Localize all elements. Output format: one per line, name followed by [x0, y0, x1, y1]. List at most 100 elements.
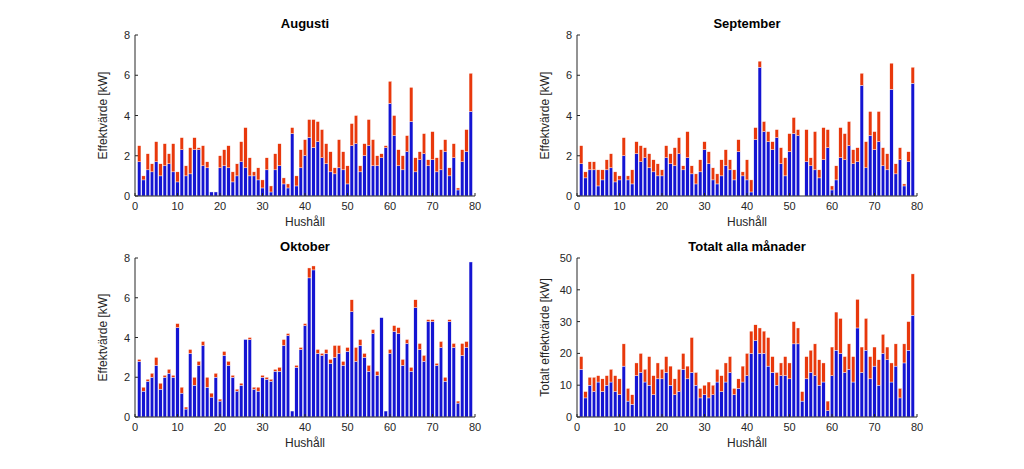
bar-segment: [150, 172, 153, 196]
bar-segment: [665, 372, 668, 417]
y-tick: [577, 35, 580, 36]
bar-segment: [890, 89, 893, 196]
x-tick-label: 50: [783, 200, 795, 212]
bar-segment: [410, 367, 413, 371]
bar-segment: [758, 67, 761, 196]
bar-segment: [388, 103, 391, 196]
bar-segment: [907, 162, 910, 196]
bar-segment: [295, 176, 298, 186]
bar-segment: [252, 172, 255, 176]
bar-segment: [142, 387, 145, 391]
bar-segment: [354, 116, 357, 144]
bar-segment: [750, 180, 753, 192]
bar-segment: [167, 369, 170, 373]
bar-segment: [690, 338, 693, 373]
subplot: 0102030405060708001020304050Totalt alla …: [538, 239, 923, 450]
y-tick: [577, 115, 580, 116]
bar-segment: [299, 168, 302, 196]
bar-segment: [894, 174, 897, 196]
bar-segment: [206, 162, 209, 168]
bar-segment: [762, 353, 765, 417]
bar-segment: [652, 376, 655, 395]
bar-segment: [903, 363, 906, 417]
x-tick-label: 10: [613, 200, 625, 212]
bar-segment: [813, 376, 816, 417]
bar-segment: [660, 170, 663, 176]
bar-segment: [363, 156, 366, 196]
bar-segment: [660, 369, 663, 379]
bar-segment: [312, 148, 315, 196]
bar-segment: [316, 349, 319, 353]
x-tick-label: 20: [214, 421, 226, 433]
y-tick: [577, 417, 580, 418]
x-tick: [619, 193, 620, 196]
bar-segment: [903, 184, 906, 186]
bar-segment: [580, 357, 583, 370]
bar-segment: [597, 186, 600, 196]
y-tick: [135, 297, 138, 298]
bar-segment: [261, 375, 264, 377]
bar-segment: [720, 376, 723, 392]
bar-segment: [779, 363, 782, 376]
bar-segment: [363, 357, 366, 417]
x-tick: [475, 414, 476, 417]
bar-segment: [711, 395, 714, 417]
x-tick-label: 0: [132, 421, 138, 433]
y-tick: [135, 377, 138, 378]
bar-segment: [835, 350, 838, 417]
bar-segment: [639, 353, 642, 372]
bar-segment: [669, 385, 672, 417]
bar-segment: [180, 387, 183, 393]
x-tick: [177, 193, 178, 196]
bar-segment: [261, 180, 264, 188]
bar-segment: [312, 266, 315, 270]
bar-segment: [635, 142, 638, 154]
bar-segment: [707, 382, 710, 398]
bar-segment: [223, 351, 226, 355]
bar-segment: [240, 162, 243, 196]
bar-segment: [907, 350, 910, 417]
bar-segment: [278, 166, 281, 196]
y-tick-label: 10: [560, 379, 572, 391]
bar-segment: [295, 367, 298, 417]
bar-segment: [682, 369, 685, 417]
y-tick: [135, 337, 138, 338]
bar-segment: [826, 148, 829, 196]
bar-segment: [873, 150, 876, 196]
bar-segment: [235, 176, 238, 196]
x-tick-label: 0: [132, 200, 138, 212]
bar-segment: [342, 170, 345, 196]
bar-segment: [839, 128, 842, 158]
bar-segment: [155, 162, 158, 196]
bar-segment: [639, 372, 642, 417]
bar-segment: [371, 140, 374, 166]
bar-segment: [750, 331, 753, 353]
bar-segment: [401, 170, 404, 196]
bar-segment: [342, 361, 345, 365]
bar-segment: [299, 349, 302, 417]
x-tick-label: 60: [384, 200, 396, 212]
bar-segment: [635, 376, 638, 417]
bar-segment: [469, 262, 472, 417]
x-tick-label: 40: [299, 421, 311, 433]
x-tick: [832, 193, 833, 196]
bar-segment: [648, 357, 651, 386]
x-tick-label: 30: [698, 200, 710, 212]
bar-segment: [371, 334, 374, 417]
bar-segment: [465, 341, 468, 347]
bar-segment: [167, 164, 170, 196]
bar-segment: [414, 308, 417, 417]
bar-segment: [707, 398, 710, 417]
bar-segment: [172, 172, 175, 196]
y-axis-label: Effektvärde [kW]: [96, 294, 110, 382]
bar-segment: [274, 170, 277, 196]
bar-segment: [869, 379, 872, 417]
bar-segment: [146, 379, 149, 381]
bar-segment: [252, 176, 255, 196]
bar-segment: [337, 140, 340, 168]
bar-segment: [813, 132, 816, 170]
bar-segment: [201, 341, 204, 345]
bar-segment: [465, 347, 468, 417]
bar-segment: [346, 166, 349, 184]
bar-segment: [269, 379, 272, 381]
